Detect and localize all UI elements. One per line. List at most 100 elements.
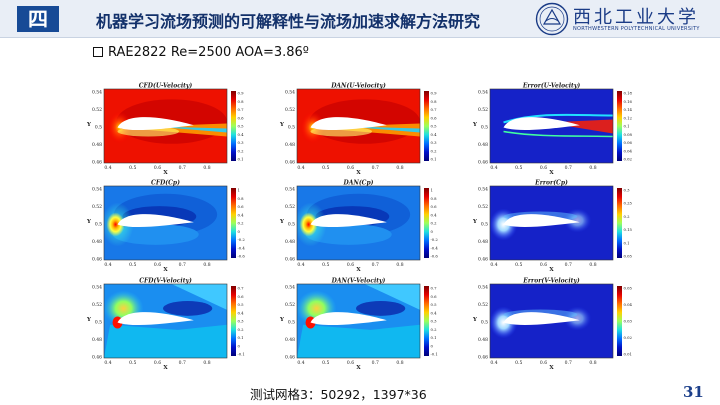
panel-frame [296, 88, 421, 164]
y-tick-label: 0.54 [285, 285, 295, 291]
y-tick-label: 0.46 [478, 257, 488, 263]
x-tick-label: 0.4 [104, 165, 111, 171]
x-tick-label: 0.6 [154, 262, 161, 268]
y-tick-label: 0.5 [95, 320, 102, 326]
y-tick-label: 0.5 [288, 125, 295, 131]
section-number-badge: 四 [17, 6, 59, 32]
colorbar-tick-label: 0.2 [238, 221, 245, 226]
y-tick-label: 0.46 [285, 257, 295, 263]
y-tick-label: 0.48 [478, 142, 488, 148]
colorbar-tick-label: 0.6 [431, 204, 438, 209]
x-tick-label: 0.8 [396, 165, 403, 171]
colorbar-tick-label: 0.9 [238, 91, 245, 96]
colorbar-tick-label: 0.2 [431, 148, 438, 153]
x-axis-label: X [163, 170, 168, 176]
contour-panel [489, 185, 622, 261]
colorbar-tick-label: 0.1 [624, 124, 630, 129]
y-tick-label: 0.5 [288, 222, 295, 228]
y-axis-label: Y [86, 122, 91, 128]
contour-panel [296, 88, 429, 164]
colorbar [231, 286, 236, 356]
colorbar-tick-label: 0.3 [431, 140, 438, 145]
contour-panel [296, 185, 429, 261]
x-tick-label: 0.5 [515, 262, 522, 268]
x-axis-label: X [549, 267, 554, 273]
y-tick-label: 0.46 [92, 160, 102, 166]
y-tick-label: 0.5 [288, 320, 295, 326]
y-tick-label: 0.54 [478, 285, 488, 291]
colorbar-tick-label: 0 [238, 229, 241, 234]
x-tick-label: 0.4 [490, 262, 497, 268]
x-tick-label: 0.8 [589, 165, 596, 171]
airfoil-shape [310, 214, 387, 228]
colorbar-tick-label: 0.6 [238, 294, 245, 299]
x-tick-label: 0.6 [154, 165, 161, 171]
contour-panel [489, 283, 622, 359]
x-tick-label: 0.5 [322, 360, 329, 366]
colorbar-tick-label: 0.5 [431, 302, 438, 307]
y-axis-label: Y [279, 122, 284, 128]
y-tick-label: 0.52 [478, 302, 488, 308]
colorbar-tick-label: 0.4 [238, 132, 245, 137]
y-tick-label: 0.52 [285, 107, 295, 113]
colorbar-tick-label: 0.06 [624, 140, 633, 145]
panel-title: Error(Cp) [534, 180, 568, 187]
x-axis-label: X [356, 170, 361, 176]
colorbar-tick-label: 0.5 [238, 124, 245, 129]
x-tick-label: 0.5 [129, 360, 136, 366]
panel-title: DAN(Cp) [343, 180, 374, 187]
x-axis-label: X [356, 267, 361, 273]
colorbar-tick-label: 0.05 [624, 286, 633, 291]
x-tick-label: 0.4 [104, 262, 111, 268]
panel-title: DAN(U-Velocity) [330, 83, 386, 90]
y-tick-label: 0.46 [92, 355, 102, 361]
colorbar-tick-label: 0.4 [431, 212, 438, 217]
y-tick-label: 0.52 [285, 302, 295, 308]
x-tick-label: 0.5 [129, 165, 136, 171]
colorbar-tick-label: 0.08 [624, 132, 633, 137]
y-tick-label: 0.52 [92, 107, 102, 113]
university-name: 西北工业大学 [573, 7, 699, 28]
colorbar-tick-label: 0.16 [624, 99, 633, 104]
colorbar-tick-label: 0.4 [431, 310, 438, 315]
y-tick-label: 0.5 [481, 320, 488, 326]
y-tick-label: 0.48 [92, 337, 102, 343]
colorbar-tick-label: 0.7 [238, 107, 245, 112]
university-logo: 西北工业大学 NORTHWESTERN POLYTECHNICAL UNIVER… [535, 2, 715, 36]
colorbar-tick-label: 0.12 [624, 115, 633, 120]
x-tick-label: 0.8 [396, 360, 403, 366]
x-tick-label: 0.7 [565, 165, 572, 171]
contour-panel [103, 185, 236, 261]
colorbar-tick-label: 0.3 [624, 188, 631, 193]
colorbar-tick-label: 0.6 [238, 204, 245, 209]
x-tick-label: 0.5 [515, 165, 522, 171]
colorbar-tick-label: 0.1 [238, 157, 244, 162]
colorbar-tick-label: 0.14 [624, 107, 633, 112]
colorbar-tick-label: 0.04 [624, 148, 633, 153]
colorbar-tick-label: 0.2 [431, 327, 438, 332]
slide-header: 四 机器学习流场预测的可解释性与流场加速求解方法研究 西北工业大学 NORTHW… [0, 0, 720, 38]
y-tick-label: 0.52 [478, 204, 488, 210]
colorbar-tick-label: 0.8 [431, 196, 438, 201]
x-tick-label: 0.6 [347, 262, 354, 268]
colorbar-tick-label: 0.4 [238, 212, 245, 217]
colorbar-tick-label: 0.2 [238, 327, 245, 332]
x-tick-label: 0.7 [565, 262, 572, 268]
x-tick-label: 0.7 [179, 165, 186, 171]
y-tick-label: 0.48 [478, 239, 488, 245]
colorbar-tick-label: 0.8 [238, 196, 245, 201]
x-axis-label: X [549, 170, 554, 176]
colorbar-tick-label: 0.04 [624, 302, 633, 307]
university-name-english: NORTHWESTERN POLYTECHNICAL UNIVERSITY [573, 26, 700, 32]
airfoil-shape [117, 312, 194, 326]
colorbar-tick-label: 0.2 [238, 148, 245, 153]
colorbar-tick-label: -0.2 [431, 237, 439, 242]
colorbar-tick-label: -0.1 [238, 352, 245, 357]
colorbar [617, 91, 622, 161]
panel-frame [103, 185, 228, 261]
x-tick-label: 0.7 [372, 360, 379, 366]
y-tick-label: 0.54 [285, 90, 295, 96]
colorbar-tick-label: 0.2 [431, 221, 438, 226]
colorbar-tick-label: 0.15 [624, 227, 633, 232]
colorbar-tick-label: 0.6 [238, 115, 245, 120]
